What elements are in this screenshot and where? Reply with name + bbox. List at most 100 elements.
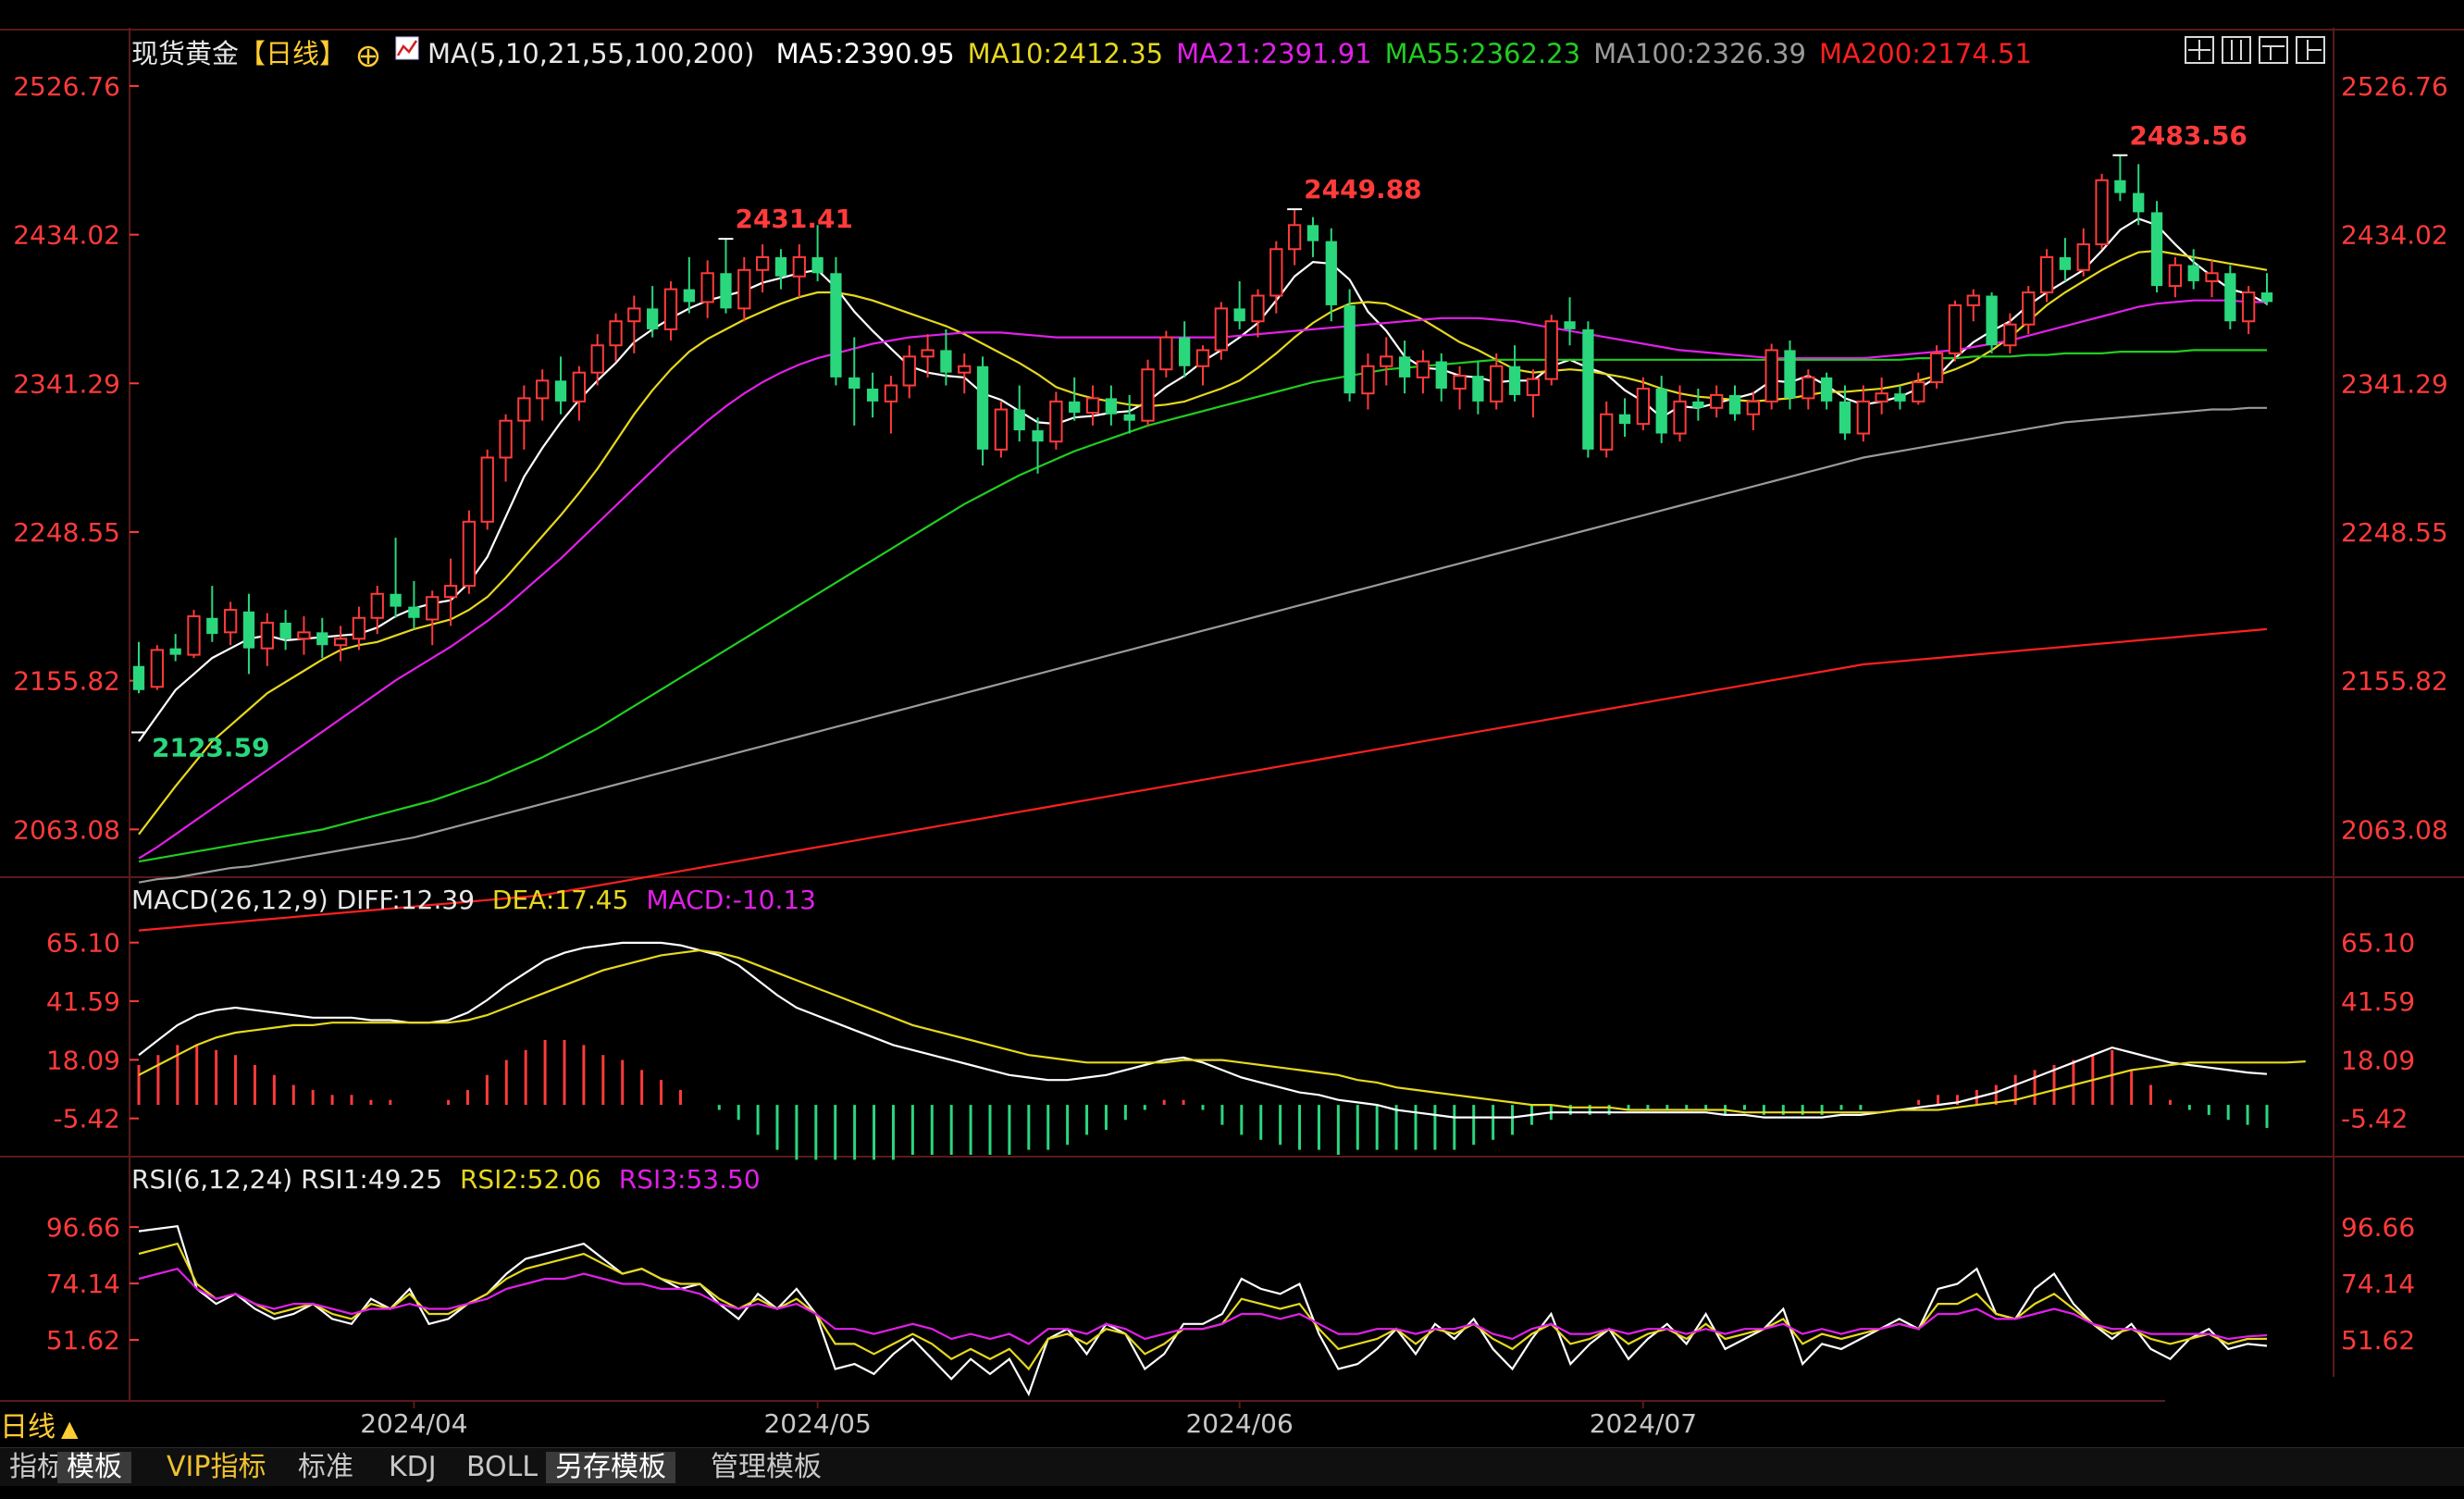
candle[interactable] <box>1361 353 1375 410</box>
candle[interactable] <box>2095 173 2109 250</box>
candle[interactable] <box>426 590 440 646</box>
candle[interactable] <box>1269 241 1283 314</box>
candle[interactable] <box>352 606 366 650</box>
candle[interactable] <box>223 601 238 646</box>
candle[interactable] <box>2205 260 2219 298</box>
candle[interactable] <box>517 385 531 450</box>
candle[interactable] <box>1802 369 1815 410</box>
candle[interactable] <box>609 313 623 362</box>
candle[interactable] <box>536 369 550 421</box>
candle[interactable] <box>1085 385 1100 426</box>
candle[interactable] <box>1856 385 1870 442</box>
grid-layout-icon[interactable] <box>2185 36 2214 64</box>
period-indicator[interactable]: 日线 ▲ <box>0 1411 79 1443</box>
candle[interactable] <box>1251 289 1265 338</box>
candle[interactable] <box>1526 369 1541 418</box>
candle[interactable] <box>590 334 604 386</box>
candle[interactable] <box>1582 321 1594 458</box>
candle[interactable] <box>774 249 787 290</box>
circle-plus-icon[interactable] <box>357 45 379 68</box>
candle[interactable] <box>2242 286 2256 335</box>
candle[interactable] <box>408 580 420 629</box>
tab-5[interactable]: BOLL <box>466 1451 539 1483</box>
candle[interactable] <box>1673 385 1687 442</box>
candle[interactable] <box>1600 401 1614 458</box>
candle[interactable] <box>994 401 1009 458</box>
candle[interactable] <box>169 634 181 662</box>
tab-1[interactable]: 模板 <box>57 1452 131 1483</box>
candle[interactable] <box>976 356 989 466</box>
candle[interactable] <box>1912 372 1925 405</box>
panel-layout-icon[interactable] <box>2222 36 2251 64</box>
candle[interactable] <box>1105 385 1118 426</box>
candle[interactable] <box>1435 353 1447 402</box>
candle[interactable] <box>1032 417 1044 474</box>
candle[interactable] <box>1490 353 1504 410</box>
candle[interactable] <box>462 510 477 594</box>
candle[interactable] <box>902 345 916 399</box>
candle[interactable] <box>2039 249 2054 303</box>
candle[interactable] <box>279 610 291 650</box>
candle[interactable] <box>683 256 695 314</box>
candle[interactable] <box>242 593 255 675</box>
candle[interactable] <box>627 295 641 353</box>
candle[interactable] <box>2150 201 2163 293</box>
candle[interactable] <box>1013 385 1025 442</box>
candle[interactable] <box>720 239 732 314</box>
candle[interactable] <box>1049 391 1063 450</box>
candle[interactable] <box>1655 376 1667 443</box>
candle[interactable] <box>884 376 898 434</box>
candle[interactable] <box>1929 345 1944 389</box>
candle[interactable] <box>700 260 714 318</box>
candle[interactable] <box>1343 289 1356 402</box>
candle[interactable] <box>1214 302 1228 360</box>
candle[interactable] <box>2224 265 2236 329</box>
candle[interactable] <box>187 610 201 659</box>
candle[interactable] <box>866 372 879 418</box>
candle[interactable] <box>1453 365 1467 410</box>
candle[interactable] <box>811 225 823 281</box>
candle[interactable] <box>958 353 972 394</box>
candle[interactable] <box>830 256 842 386</box>
candle[interactable] <box>2022 286 2036 335</box>
candle[interactable] <box>554 356 567 415</box>
candle[interactable] <box>1692 389 1704 421</box>
candle[interactable] <box>1398 341 1411 394</box>
candle[interactable] <box>1784 341 1796 410</box>
candle[interactable] <box>663 280 678 341</box>
candle[interactable] <box>2059 238 2072 281</box>
candle[interactable] <box>2076 228 2090 277</box>
candle[interactable] <box>1233 280 1245 329</box>
layout-toolbar[interactable] <box>2185 36 2325 64</box>
candle[interactable] <box>2133 164 2145 226</box>
candle[interactable] <box>1894 385 1906 410</box>
candle[interactable] <box>1986 292 1998 353</box>
candle[interactable] <box>1195 345 1210 386</box>
candle[interactable] <box>1287 209 1302 266</box>
candle[interactable] <box>940 328 952 386</box>
split-layout-icon[interactable] <box>2296 36 2325 64</box>
chart-layout-icon[interactable] <box>2259 36 2288 64</box>
candle[interactable] <box>737 256 751 322</box>
candle[interactable] <box>443 558 458 626</box>
candle[interactable] <box>1472 361 1484 415</box>
candle[interactable] <box>2260 273 2273 305</box>
candle[interactable] <box>792 244 806 298</box>
candle[interactable] <box>1618 398 1631 437</box>
candle[interactable] <box>132 641 145 694</box>
candle[interactable] <box>1508 345 1521 402</box>
tab-2[interactable]: VIP指标 <box>167 1451 266 1483</box>
candle[interactable] <box>921 334 935 378</box>
candle[interactable] <box>2003 313 2017 353</box>
candle[interactable] <box>390 538 402 618</box>
candle[interactable] <box>1306 217 1319 257</box>
candle[interactable] <box>1966 289 1980 322</box>
candle[interactable] <box>1710 385 1724 418</box>
candle[interactable] <box>333 626 348 662</box>
candle[interactable] <box>1069 377 1081 421</box>
candle[interactable] <box>848 337 861 426</box>
tab-0[interactable]: 指标 <box>9 1451 65 1483</box>
candle[interactable] <box>499 414 513 482</box>
candle[interactable] <box>2168 256 2183 298</box>
